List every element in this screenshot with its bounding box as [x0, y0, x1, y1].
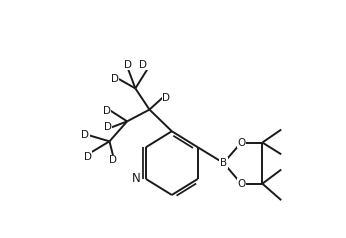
Text: D: D [104, 122, 112, 132]
Text: D: D [139, 60, 147, 69]
Text: D: D [84, 152, 92, 162]
Text: O: O [237, 179, 245, 189]
Text: D: D [109, 155, 117, 165]
Text: D: D [124, 60, 132, 69]
Text: D: D [82, 130, 90, 140]
Text: D: D [162, 93, 171, 103]
Text: N: N [132, 173, 141, 185]
Text: D: D [103, 106, 111, 116]
Text: D: D [111, 74, 119, 84]
Text: O: O [237, 138, 245, 148]
Text: B: B [220, 158, 227, 168]
